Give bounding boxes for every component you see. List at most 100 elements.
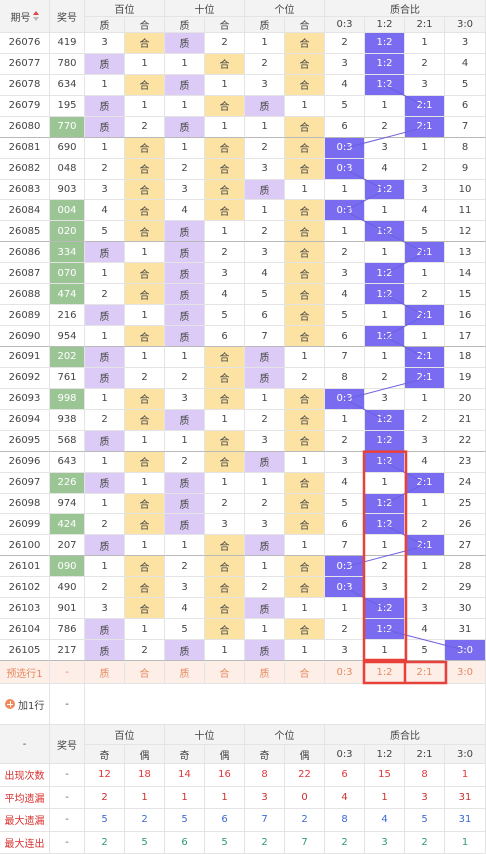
miss-cell-text: 1 xyxy=(141,246,148,258)
ratio-cell: 1 xyxy=(405,388,445,410)
sub-header-text: 合 xyxy=(299,21,310,32)
miss-cell: 合 xyxy=(205,430,245,452)
ratio-cell-text: 10 xyxy=(458,183,472,195)
stats-value: 15 xyxy=(365,764,405,787)
miss-cell-text: 2 xyxy=(101,518,108,530)
miss-cell-text: 2 xyxy=(101,581,108,593)
stats-value-text: - xyxy=(65,791,69,803)
miss-cell: 4 xyxy=(85,200,125,222)
miss-cell: 1 xyxy=(245,619,285,641)
preselect-cell[interactable]: 质 xyxy=(85,661,125,684)
stats-value-text: 31 xyxy=(458,791,472,803)
period-header[interactable]: 期号 xyxy=(0,0,50,33)
ratio-cell-text: 9 xyxy=(461,163,469,175)
miss-cell: 合 xyxy=(125,221,165,243)
ratio-cell: 29 xyxy=(445,577,486,599)
miss-cell: 合 xyxy=(285,305,325,327)
ratio-cell-text: 11 xyxy=(458,204,472,216)
stats-value-text: 3 xyxy=(381,836,388,848)
sub-header: 合 xyxy=(125,17,165,33)
miss-cell-text: 质 xyxy=(259,102,270,114)
stats-value: 22 xyxy=(285,764,325,787)
ratio-cell: 7 xyxy=(445,116,486,138)
ratio-cell-text: 3 xyxy=(421,435,428,447)
miss-cell-text: 2 xyxy=(141,372,148,384)
miss-cell: 1 xyxy=(125,535,165,557)
ratio-cell: 1 xyxy=(405,263,445,285)
miss-cell: 2 xyxy=(165,556,205,578)
preselect-cell[interactable]: 质 xyxy=(165,661,205,684)
miss-cell: 2 xyxy=(85,409,125,431)
ratio-cell-text: 30 xyxy=(458,602,472,614)
miss-cell: 质 xyxy=(245,451,285,473)
ratio-cell: 6 xyxy=(325,116,365,138)
miss-cell-text: 合 xyxy=(219,144,230,156)
draw-number: 786 xyxy=(50,619,85,641)
preselect-cell[interactable]: 2:1 xyxy=(405,661,445,684)
preselect-cell[interactable]: 合 xyxy=(205,661,245,684)
draw-number-text: 761 xyxy=(57,372,77,384)
preselect-cell[interactable]: 合 xyxy=(285,661,325,684)
stats-value: 4 xyxy=(365,809,405,832)
miss-cell-text: 4 xyxy=(101,204,108,216)
stats-value: 18 xyxy=(125,764,165,787)
ratio-cell: 3:0 xyxy=(445,640,486,661)
miss-cell-text: 1 xyxy=(181,539,188,551)
miss-cell: 质 xyxy=(245,367,285,389)
miss-cell: 合 xyxy=(285,619,325,641)
miss-cell-text: 5 xyxy=(181,623,188,635)
add-icon[interactable] xyxy=(5,699,15,709)
ratio-cell: 4 xyxy=(325,284,365,306)
stats-value-text: 1 xyxy=(461,769,469,781)
preselect-cell[interactable]: 质 xyxy=(245,661,285,684)
group-header: 百位 xyxy=(85,0,165,17)
ratio-cell-text: 2 xyxy=(341,623,348,635)
ratio-cell: 8 xyxy=(325,367,365,389)
preselect-cell[interactable]: 3:0 xyxy=(445,661,486,684)
draw-number-text: 020 xyxy=(57,225,77,237)
miss-cell: 合 xyxy=(205,535,245,557)
miss-cell: 合 xyxy=(285,326,325,347)
ratio-cell-text: 12 xyxy=(458,225,472,237)
ratio-cell: 1:2 xyxy=(365,493,405,515)
stats-sub-header-text: 0:3 xyxy=(336,748,353,760)
group-header-text: 百位 xyxy=(114,4,135,16)
miss-cell-text: 1 xyxy=(141,309,148,321)
stats-value-text: 8 xyxy=(421,769,428,781)
ratio-cell: 1:2 xyxy=(365,514,405,536)
ratio-cell: 1 xyxy=(365,200,405,222)
period: 26098 xyxy=(0,493,50,515)
ratio-cell: 3 xyxy=(325,263,365,285)
ratio-cell-text: 2:1 xyxy=(416,121,433,133)
period-text: 26093 xyxy=(8,393,41,405)
sort-icon[interactable] xyxy=(32,11,39,21)
miss-cell: 1 xyxy=(205,640,245,661)
preselect-cell[interactable]: 1:2 xyxy=(365,661,405,684)
ratio-cell-text: 5 xyxy=(341,497,348,509)
miss-cell-text: 1 xyxy=(101,142,108,154)
miss-cell: 2 xyxy=(85,284,125,306)
stats-value-text: 7 xyxy=(301,836,308,848)
miss-cell-text: 质 xyxy=(99,102,110,114)
ratio-cell: 18 xyxy=(445,347,486,368)
draw-number-text: 334 xyxy=(57,246,77,258)
miss-cell: 合 xyxy=(285,514,325,536)
add-row-button[interactable]: 加1行 xyxy=(0,684,50,725)
stats-value-text: 14 xyxy=(178,769,191,781)
miss-cell: 合 xyxy=(285,388,325,410)
ratio-cell: 0:3 xyxy=(325,200,365,222)
miss-cell-text: 3 xyxy=(181,393,188,405)
draw-number: 202 xyxy=(50,347,85,368)
miss-cell-text: 质 xyxy=(259,458,270,470)
miss-cell-text: 1 xyxy=(301,539,308,551)
stats-group-header-text: 质合比 xyxy=(390,731,420,742)
preselect-cell[interactable]: 0:3 xyxy=(325,661,365,684)
miss-cell-text: 1 xyxy=(261,623,268,635)
miss-cell-text: 5 xyxy=(101,225,108,237)
ratio-cell-text: 1 xyxy=(421,497,428,509)
preselect-cell[interactable]: 合 xyxy=(125,661,165,684)
ratio-cell-text: 0:3 xyxy=(336,581,353,593)
miss-cell: 1 xyxy=(85,326,125,347)
stats-value: 3 xyxy=(405,786,445,809)
draw-number: 020 xyxy=(50,221,85,243)
